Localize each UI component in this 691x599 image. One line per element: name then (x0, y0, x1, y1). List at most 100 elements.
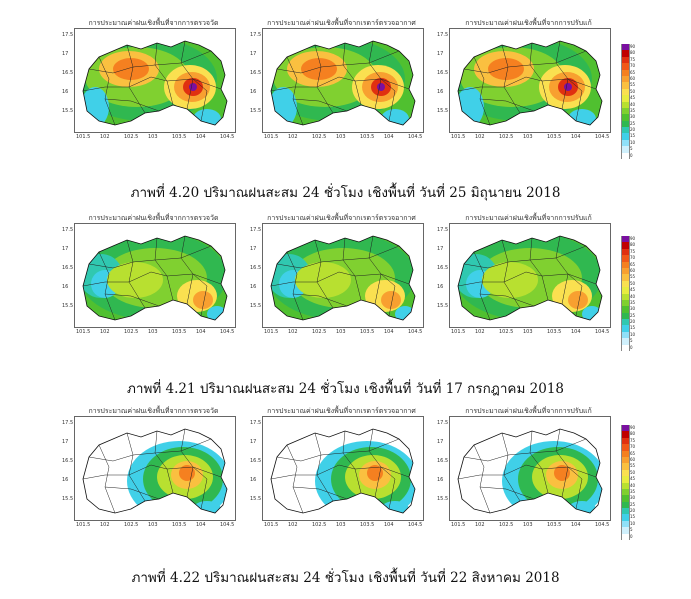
colorbar-label: 80 (630, 242, 636, 248)
province-border (98, 56, 116, 126)
x-tick-label: 104.5 (595, 134, 610, 140)
colorbar-label: 40 (630, 101, 636, 107)
colorbar-swatch (621, 139, 630, 147)
x-tick-label: 102.5 (312, 329, 327, 335)
colorbar-label: 30 (630, 495, 636, 501)
colorbar-swatch (621, 280, 630, 288)
colorbar-swatch (621, 533, 630, 541)
basin-outline (457, 235, 603, 321)
y-tick-label: 17 (62, 51, 69, 57)
x-tick-label: 104 (196, 134, 206, 140)
x-tick-label: 103 (148, 329, 158, 335)
x-tick-label: 101.5 (76, 134, 91, 140)
colorbar-swatch (621, 242, 630, 250)
colorbar-label: 65 (630, 261, 636, 267)
y-tick-label: 16.5 (250, 458, 262, 464)
x-tick-label: 103.5 (172, 522, 187, 528)
basin-outline (82, 40, 228, 126)
province-border (286, 444, 304, 514)
province-border (314, 239, 334, 309)
province-border (154, 237, 174, 301)
colorbar-label: 55 (630, 82, 636, 88)
x-tick-label: 103 (148, 522, 158, 528)
x-tick-label: 104 (196, 329, 206, 335)
y-tick-label: 15.5 (437, 496, 449, 502)
x-tick-label: 103 (336, 134, 346, 140)
fig3-panel-adjusted: การประมาณค่าฝนเชิงพื้นที่จากการปรับแก้ 1… (437, 406, 620, 531)
x-tick-label: 102.5 (499, 329, 514, 335)
colorbar-label: 15 (630, 325, 636, 331)
province-border (555, 428, 569, 498)
y-tick-label: 17.5 (62, 420, 74, 426)
colorbar-label: 45 (630, 95, 636, 101)
colorbar-swatch (621, 488, 630, 496)
province-border (501, 44, 521, 114)
panel-title: การประมาณค่าฝนเชิงพื้นที่จากการปรับแก้ (465, 407, 592, 415)
rain-contour (488, 58, 524, 80)
colorbar-label: 45 (630, 287, 636, 293)
colorbar-swatch (621, 274, 630, 282)
province-border (463, 438, 587, 462)
colorbar-swatch (621, 88, 630, 96)
x-tick-label: 104 (571, 522, 581, 528)
colorbar-label: 40 (630, 482, 636, 488)
fig2-panel-radar: การประมาณค่าฝนเชิงพื้นที่จากเรดาร์ตรวจอา… (250, 213, 433, 338)
province-border (180, 235, 194, 305)
x-tick-label: 101.5 (451, 522, 466, 528)
y-tick-label: 17.5 (437, 420, 449, 426)
rain-map (74, 28, 236, 133)
province-border (567, 466, 583, 510)
colorbar-label: 15 (630, 133, 636, 139)
colorbar-label: 25 (630, 312, 636, 318)
province-border (529, 430, 549, 494)
colorbar-swatch (621, 255, 630, 262)
x-tick-label: 103 (523, 134, 533, 140)
colorbar-swatch (621, 287, 630, 294)
province-border (292, 98, 348, 112)
colorbar-swatch (621, 508, 630, 515)
x-tick-label: 104.5 (220, 329, 235, 335)
y-tick-label: 16 (437, 89, 444, 95)
x-tick-label: 102 (475, 134, 485, 140)
colorbar-swatch (621, 306, 630, 313)
province-border (104, 486, 160, 500)
y-tick-label: 16.5 (250, 265, 262, 271)
province-border (473, 444, 491, 514)
y-tick-label: 16 (437, 284, 444, 290)
colorbar-swatch (621, 267, 630, 275)
y-tick-label: 17 (62, 439, 69, 445)
colorbar-swatch (621, 152, 630, 160)
y-tick-label: 16 (62, 477, 69, 483)
colorbar-label: 20 (630, 127, 636, 133)
province-border (88, 245, 212, 269)
y-tick-label: 17.5 (437, 227, 449, 233)
colorbar-swatch (621, 338, 630, 345)
x-tick-label: 104.5 (408, 329, 423, 335)
rain-contour (189, 83, 197, 91)
colorbar-swatch (621, 501, 630, 509)
y-tick-label: 16.5 (62, 70, 74, 76)
y-tick-label: 15.5 (250, 303, 262, 309)
colorbar-swatch (621, 520, 630, 528)
x-tick-label: 101.5 (451, 134, 466, 140)
y-tick-label: 17 (437, 51, 444, 57)
figure-caption: ภาพที่ 4.20 ปริมาณฝนสะสม 24 ชั่วโมง เชิง… (130, 185, 561, 201)
province-border (380, 466, 396, 510)
province-border (292, 293, 348, 307)
panel-title: การประมาณค่าฝนเชิงพื้นที่จากการปรับแก้ (465, 214, 592, 222)
province-border (276, 438, 400, 462)
colorbar-swatch (621, 82, 630, 90)
colorbar-label: 20 (630, 319, 636, 325)
basin-outline (270, 428, 416, 514)
colorbar-label: 5 (630, 338, 633, 344)
y-tick-label: 17 (250, 246, 257, 252)
rain-contour (193, 109, 221, 125)
rain-map-graphic (457, 428, 603, 514)
x-tick-label: 102.5 (124, 134, 139, 140)
basin-outline (457, 428, 603, 514)
province-border (368, 235, 382, 305)
x-tick-label: 103 (148, 134, 158, 140)
colorbar: 90 80 75 70 65 60 55 50 45 40 35 30 25 20 15 10 5 0 (621, 425, 635, 541)
rain-contour (482, 262, 538, 298)
y-tick-label: 17 (437, 439, 444, 445)
